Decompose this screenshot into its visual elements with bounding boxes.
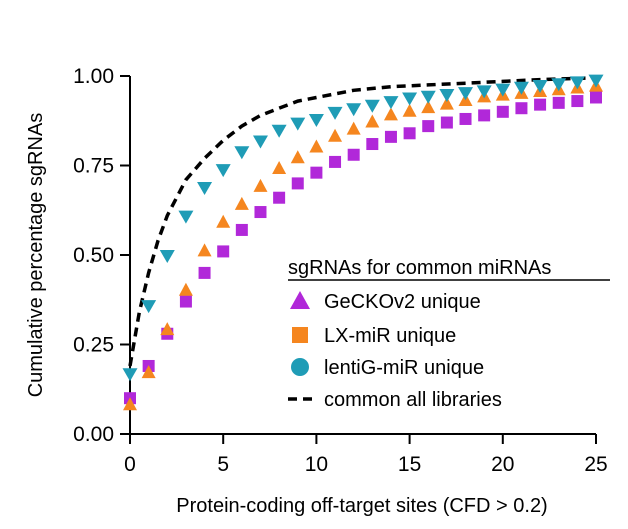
data-point <box>569 76 585 90</box>
legend-entry-label: lentiG-miR unique <box>324 357 484 379</box>
data-point <box>159 250 175 264</box>
data-point <box>328 128 343 142</box>
data-point <box>122 368 138 382</box>
axes: 0 5 10 15 20 25 0.00 0.25 0.50 0.75 1.00 <box>73 65 608 476</box>
data-point <box>215 164 231 178</box>
data-point <box>551 78 567 92</box>
data-point <box>252 135 268 149</box>
data-point <box>496 105 509 118</box>
data-point <box>384 130 397 143</box>
data-point <box>478 109 491 122</box>
data-point <box>308 114 324 128</box>
y-axis-title: Cumulative percentage sgRNAs <box>25 113 47 398</box>
data-point <box>197 182 213 196</box>
data-point <box>365 114 380 128</box>
legend-marker <box>291 358 309 376</box>
data-point <box>234 196 249 210</box>
x-axis-title: Protein-coding off-target sites (CFD > 0… <box>176 495 547 517</box>
data-point <box>179 295 192 308</box>
data-point <box>439 88 455 102</box>
data-point <box>141 300 157 314</box>
x-tick-label: 0 <box>124 453 136 476</box>
data-point <box>310 166 323 179</box>
data-point <box>160 322 175 336</box>
data-point <box>272 161 287 175</box>
data-point <box>440 116 453 129</box>
data-point <box>402 92 418 106</box>
data-point <box>383 96 399 110</box>
legend-entry-label: GeCKOv2 unique <box>324 291 481 313</box>
data-point <box>515 102 528 115</box>
data-point <box>309 139 324 153</box>
x-tick-label: 25 <box>584 453 607 476</box>
data-point <box>291 177 304 190</box>
legend-marker <box>292 327 308 343</box>
markers-layer <box>122 74 604 411</box>
data-point <box>346 103 362 117</box>
data-point <box>588 74 604 88</box>
data-point <box>253 178 268 192</box>
data-point <box>590 91 602 104</box>
data-point <box>383 107 398 121</box>
data-point <box>513 81 529 95</box>
data-point <box>123 397 137 411</box>
data-point <box>366 138 379 151</box>
data-point <box>217 245 230 258</box>
series-1-points <box>123 78 603 411</box>
data-point <box>532 80 548 94</box>
data-point <box>273 191 286 204</box>
x-tick-label: 15 <box>398 453 421 476</box>
data-point <box>178 282 193 296</box>
data-point <box>420 90 436 104</box>
data-point <box>571 95 584 108</box>
data-point <box>290 117 306 131</box>
data-point <box>459 112 472 125</box>
data-point <box>178 210 194 224</box>
series-2-points <box>122 74 604 382</box>
data-point <box>422 120 435 133</box>
data-point <box>216 214 231 228</box>
data-point <box>141 365 156 379</box>
data-point <box>346 121 361 135</box>
data-point <box>495 83 511 97</box>
data-point <box>534 98 547 111</box>
y-tick-label: 0.25 <box>73 334 114 357</box>
data-point <box>198 266 211 279</box>
data-point <box>364 99 380 113</box>
data-point <box>290 150 305 164</box>
data-point <box>329 155 342 168</box>
common-all-libraries-line <box>128 76 597 367</box>
y-tick-label: 0.00 <box>73 423 114 446</box>
data-point <box>235 223 248 236</box>
data-point <box>347 148 360 161</box>
data-point <box>402 103 417 117</box>
data-point <box>327 106 343 120</box>
data-point <box>254 206 267 219</box>
legend: sgRNAs for common miRNAs GeCKOv2 unique LX… <box>288 257 610 411</box>
y-tick-label: 0.75 <box>73 155 114 178</box>
legend-marker <box>290 291 310 309</box>
x-tick-label: 5 <box>217 453 229 476</box>
data-point <box>271 124 287 138</box>
data-point <box>476 85 492 99</box>
data-point <box>197 243 212 257</box>
data-point <box>421 100 436 114</box>
data-point <box>439 96 454 110</box>
common-all-libraries-curve-layer <box>128 76 597 367</box>
legend-entry-label: LX-miR unique <box>324 325 456 347</box>
data-point <box>234 146 250 160</box>
y-tick-label: 1.00 <box>73 65 114 88</box>
legend-title: sgRNAs for common miRNAs <box>288 257 551 279</box>
data-point <box>552 96 565 109</box>
data-point <box>458 87 474 101</box>
y-tick-label: 0.50 <box>73 244 114 267</box>
legend-entry-label: common all libraries <box>324 389 502 411</box>
x-tick-label: 10 <box>305 453 328 476</box>
data-point <box>403 127 416 140</box>
x-tick-label: 20 <box>491 453 514 476</box>
